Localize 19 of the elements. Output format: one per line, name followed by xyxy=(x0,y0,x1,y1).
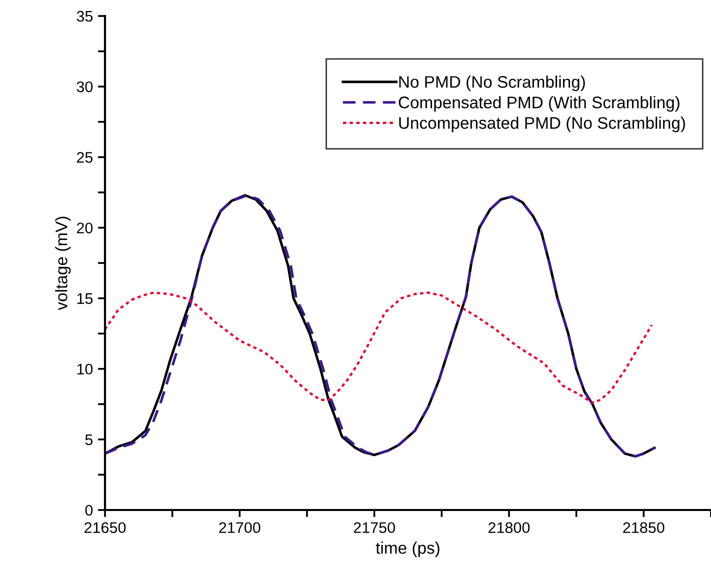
y-tick-label: 15 xyxy=(77,293,93,304)
x-tick-label: 21750 xyxy=(354,522,395,534)
y-tick-label: 20 xyxy=(76,222,93,234)
x-tick-label: 21850 xyxy=(623,522,664,534)
y-tick-label: 35 xyxy=(76,10,93,22)
y-tick-label: 5 xyxy=(85,434,93,446)
y-tick-label: 25 xyxy=(76,152,93,163)
y-tick-label: 0 xyxy=(85,504,93,516)
legend-label: Compensated PMD (With Scrambling) xyxy=(398,96,680,112)
y-tick-label: 10 xyxy=(77,364,93,375)
y-tick-label: 30 xyxy=(76,81,93,92)
line-series xyxy=(105,292,653,404)
y-axis-title: voltage (mV) xyxy=(55,216,71,310)
x-tick-label: 21650 xyxy=(84,522,126,534)
legend-label: Uncompensated PMD (No Scrambling) xyxy=(399,116,685,132)
x-tick-label: 21700 xyxy=(219,522,260,534)
x-axis-title: time (ps) xyxy=(376,542,440,558)
legend-label: No PMD (No Scrambling) xyxy=(399,76,585,92)
x-tick-label: 21800 xyxy=(488,522,530,534)
